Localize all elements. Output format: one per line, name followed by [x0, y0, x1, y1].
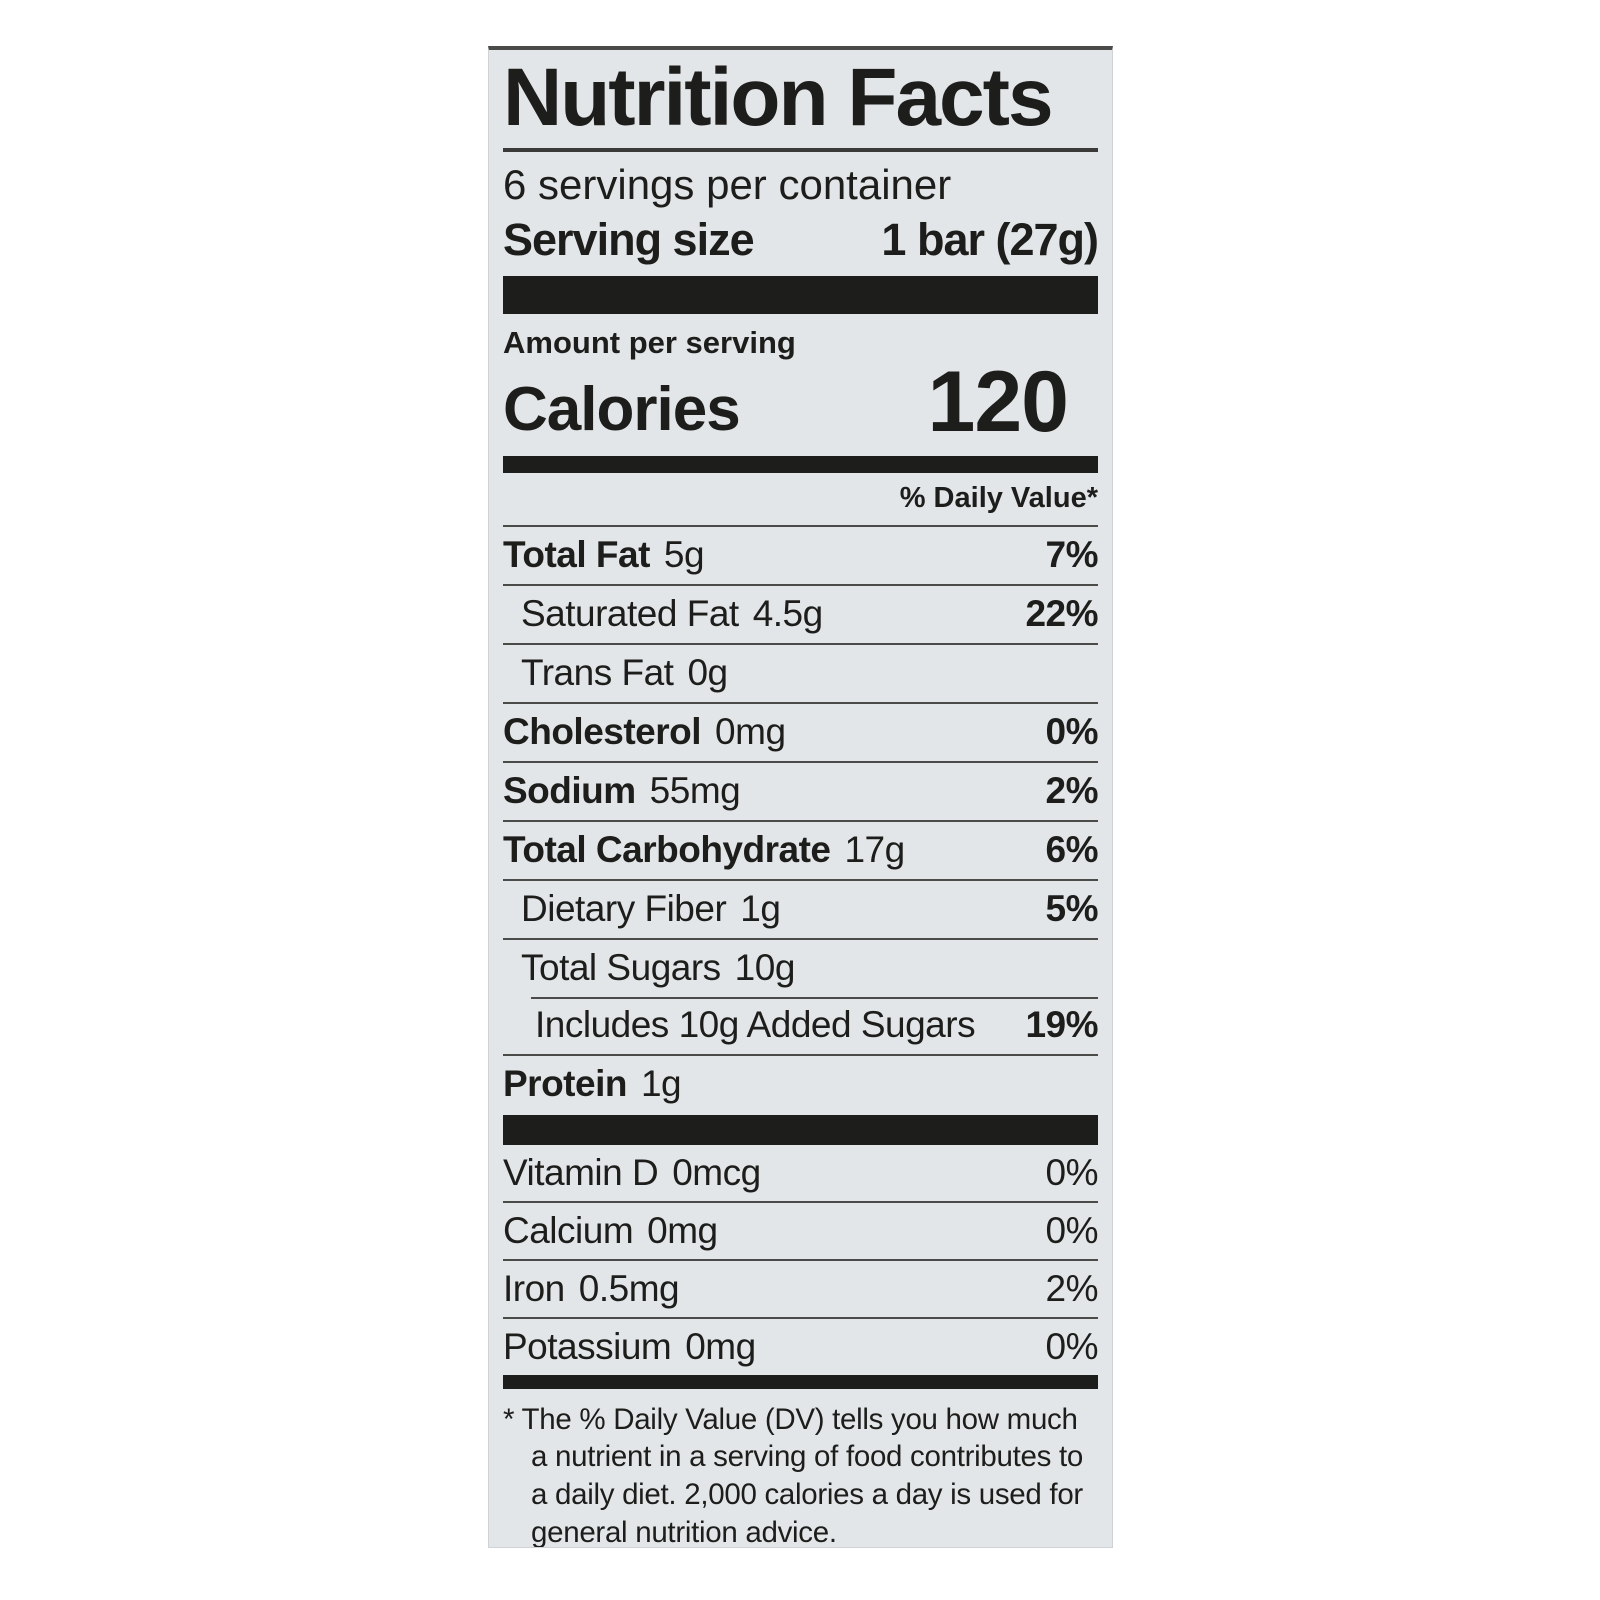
nutrient-name: Total Sugars: [521, 947, 721, 989]
nutrient-name: Saturated Fat: [521, 593, 739, 635]
nutrition-facts-label: Nutrition Facts 6 servings per container…: [488, 46, 1113, 1548]
nutrient-name: Total Carbohydrate: [503, 829, 831, 871]
calories-value: 120: [927, 353, 1069, 450]
nutrient-daily-value: 2%: [1045, 770, 1099, 812]
serving-size-label: Serving size: [503, 213, 755, 265]
nutrient-name: Sodium: [503, 770, 636, 812]
nutrient-daily-value: 6%: [1045, 829, 1099, 871]
serving-size-value: 1 bar (27g): [881, 213, 1099, 265]
calories-label: Calories: [503, 374, 741, 444]
nutrient-amount: 0g: [687, 652, 728, 694]
nutrient-amount: 1g: [640, 1063, 682, 1105]
nutrient-name: Potassium: [503, 1325, 672, 1367]
servings-per-container: 6 servings per container: [503, 160, 952, 208]
nutrient-row: Total Fat 5g 7%: [503, 524, 1099, 584]
nutrient-row: Total Carbohydrate 17g 6%: [503, 819, 1099, 879]
nutrient-amount: 0mg: [715, 711, 786, 753]
calories-divider-bar: [503, 455, 1098, 473]
nutrient-daily-value: 0%: [1045, 711, 1099, 753]
nutrient-row: Cholesterol 0mg 0%: [503, 701, 1099, 761]
nutrient-name: Dietary Fiber: [521, 888, 727, 930]
nutrient-name: Total Fat: [503, 534, 650, 576]
nutrient-daily-value: 2%: [1045, 1267, 1099, 1309]
nutrient-daily-value: 0%: [1045, 1325, 1099, 1367]
nutrient-amount: 4.5g: [752, 593, 824, 635]
nutrient-daily-value: 7%: [1045, 534, 1099, 576]
nutrient-rows-section: Total Fat 5g 7% Saturated Fat 4.5g 22% T…: [503, 524, 1099, 1113]
nutrient-name: Trans Fat: [521, 652, 674, 694]
nutrient-row: Trans Fat 0g: [503, 642, 1098, 702]
nutrient-row: Saturated Fat 4.5g 22%: [503, 583, 1098, 643]
nutrient-row: Iron 0.5mg 2%: [503, 1258, 1099, 1317]
nutrient-amount: 17g: [844, 829, 905, 871]
nutrient-name: Cholesterol: [503, 711, 702, 753]
nutrient-row: Total Sugars 10g: [503, 937, 1098, 997]
nutrient-name: Includes 10g Added Sugars: [535, 1004, 976, 1046]
nutrient-daily-value: 0%: [1045, 1151, 1099, 1193]
amount-per-serving-label: Amount per serving: [503, 325, 796, 361]
nutrient-amount: 1g: [740, 888, 781, 930]
nutrient-row: Potassium 0mg 0%: [503, 1316, 1099, 1375]
nutrient-amount: 0.5mg: [578, 1267, 680, 1309]
serving-size-row: Serving size 1 bar (27g): [503, 213, 1099, 265]
nutrient-row: Calcium 0mg 0%: [503, 1200, 1099, 1259]
daily-value-header: % Daily Value*: [899, 481, 1098, 514]
nutrient-daily-value: 19%: [1025, 1004, 1098, 1046]
section-bar-middle: [503, 1114, 1098, 1145]
nutrient-amount: 5g: [663, 534, 705, 576]
nutrient-daily-value: 0%: [1045, 1209, 1099, 1251]
nutrient-daily-value: 5%: [1045, 888, 1099, 930]
calories-row: Calories 120: [503, 353, 1098, 450]
section-bar-top: [503, 276, 1098, 315]
daily-value-footnote: * The % Daily Value (DV) tells you how m…: [503, 1402, 1083, 1548]
nutrient-row: Dietary Fiber 1g 5%: [503, 878, 1099, 938]
nutrient-name: Calcium: [503, 1209, 634, 1251]
nutrient-daily-value: 22%: [1025, 593, 1098, 635]
label-title: Nutrition Facts: [503, 52, 1054, 143]
nutrient-name: Vitamin D: [503, 1151, 659, 1193]
section-bar-bottom: [503, 1374, 1098, 1389]
nutrient-amount: 0mcg: [672, 1151, 761, 1193]
nutrient-amount: 10g: [734, 947, 796, 989]
nutrient-amount: 0mg: [685, 1325, 756, 1367]
nutrient-row: Sodium 55mg 2%: [503, 760, 1099, 820]
nutrient-name: Iron: [503, 1267, 565, 1309]
title-divider: [503, 147, 1098, 152]
nutrient-row: Includes 10g Added Sugars 19%: [503, 996, 1098, 1054]
nutrient-amount: 0mg: [647, 1209, 718, 1251]
nutrient-row: Vitamin D 0mcg 0%: [503, 1145, 1099, 1201]
micronutrient-rows-section: Vitamin D 0mcg 0% Calcium 0mg 0% Iron 0.…: [503, 1145, 1099, 1375]
nutrient-amount: 55mg: [649, 770, 741, 812]
nutrient-row: Protein 1g: [503, 1053, 1098, 1113]
nutrient-name: Protein: [503, 1063, 627, 1105]
